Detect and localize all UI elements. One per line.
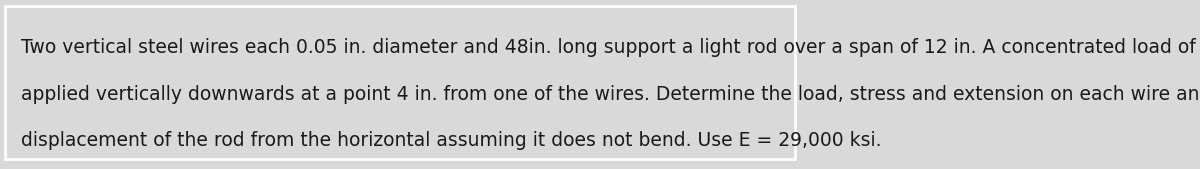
Text: Two vertical steel wires each 0.05 in. diameter and 48in. long support a light r: Two vertical steel wires each 0.05 in. d… [22, 38, 1200, 57]
Text: applied vertically downwards at a point 4 in. from one of the wires. Determine t: applied vertically downwards at a point … [22, 84, 1200, 103]
FancyBboxPatch shape [5, 6, 796, 159]
Text: displacement of the rod from the horizontal assuming it does not bend. Use E = 2: displacement of the rod from the horizon… [22, 131, 882, 150]
